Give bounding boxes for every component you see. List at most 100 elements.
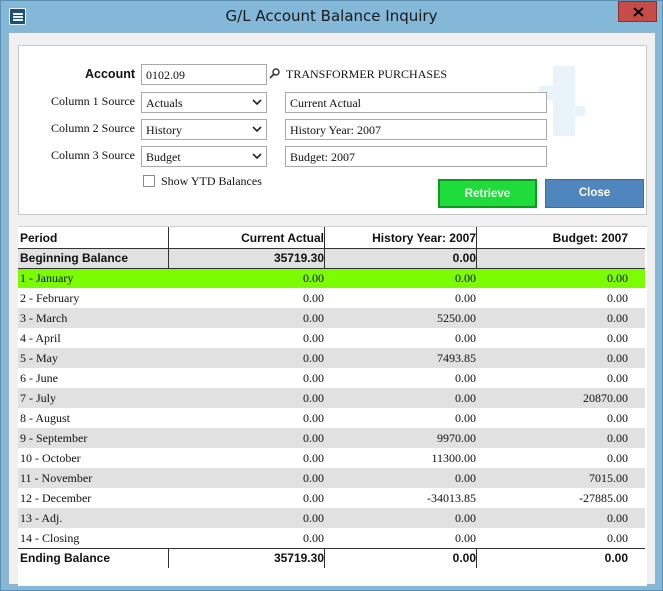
column3-source-select[interactable]: Budget [141, 146, 267, 167]
show-ytd-label[interactable]: Show YTD Balances [161, 174, 262, 188]
table-row[interactable]: 9 - September 0.00 9970.00 0.00 [18, 428, 645, 448]
column1-source-select[interactable]: Actuals [141, 92, 267, 113]
history-cell: 0.00 [455, 471, 476, 485]
column2-source-value: History [146, 123, 182, 137]
beginning-balance-row[interactable]: Beginning Balance 35719.30 0.00 [18, 248, 645, 268]
period-cell: 7 - July [20, 391, 56, 405]
budget-cell: 0.00 [607, 431, 628, 445]
budget-cell: 0.00 [607, 531, 628, 545]
budget-cell: Budget: 2007 [552, 231, 628, 245]
column3-title-input[interactable]: Budget: 2007 [285, 146, 547, 167]
account-label: Account [85, 67, 135, 81]
column1-title-input[interactable]: Current Actual [285, 92, 547, 113]
account-input[interactable]: 0102.09 [141, 64, 267, 85]
table-row[interactable]: 4 - April 0.00 0.00 0.00 [18, 328, 645, 348]
grid-column-divider [324, 548, 325, 568]
period-cell: 12 - December [20, 491, 92, 505]
table-row[interactable]: 7 - July 0.00 0.00 20870.00 [18, 388, 645, 408]
budget-cell: 0.00 [604, 551, 628, 565]
budget-cell: 0.00 [607, 351, 628, 365]
search-icon[interactable] [269, 68, 280, 79]
period-cell: 10 - October [20, 451, 81, 465]
window-title: G/L Account Balance Inquiry [225, 7, 438, 25]
current-actual-cell: 0.00 [303, 451, 324, 465]
period-cell: 2 - February [20, 291, 80, 305]
grid-rule-line [18, 248, 645, 249]
current-actual-cell: 0.00 [303, 411, 324, 425]
history-cell: 9970.00 [437, 431, 476, 445]
window-close-button[interactable] [618, 1, 657, 22]
budget-cell: 7015.00 [589, 471, 628, 485]
period-cell: Beginning Balance [20, 251, 129, 265]
current-actual-cell: 0.00 [303, 391, 324, 405]
title-bar[interactable]: G/L Account Balance Inquiry [1, 1, 662, 31]
client-area: Account 0102.09 TRANSFORMER PURCHASES Co… [8, 32, 656, 586]
app-logo-icon[interactable] [9, 8, 26, 25]
table-row[interactable]: 6 - June 0.00 0.00 0.00 [18, 368, 645, 388]
table-row[interactable]: 8 - August 0.00 0.00 0.00 [18, 408, 645, 428]
balance-grid[interactable]: Period Current Actual History Year: 2007 Bu… [18, 226, 647, 586]
period-cell: 8 - August [20, 411, 71, 425]
current-actual-cell: 0.00 [303, 271, 324, 285]
grid-rule-line [18, 548, 645, 549]
budget-cell: 0.00 [607, 331, 628, 345]
account-description: TRANSFORMER PURCHASES [286, 67, 448, 81]
period-cell: 6 - June [20, 371, 58, 385]
history-cell: 0.00 [455, 331, 476, 345]
budget-cell: 0.00 [607, 371, 628, 385]
budget-cell: 0.00 [607, 411, 628, 425]
current-actual-cell: 0.00 [303, 531, 324, 545]
table-row[interactable]: 10 - October 0.00 11300.00 0.00 [18, 448, 645, 468]
table-row[interactable]: 3 - March 0.00 5250.00 0.00 [18, 308, 645, 328]
history-cell: 0.00 [455, 511, 476, 525]
chevron-down-icon [252, 126, 262, 133]
column2-source-label: Column 2 Source [51, 121, 135, 135]
period-cell: 14 - Closing [20, 531, 80, 545]
table-row[interactable]: 2 - February 0.00 0.00 0.00 [18, 288, 645, 308]
current-actual-cell: 0.00 [303, 371, 324, 385]
current-actual-cell: 0.00 [303, 291, 324, 305]
ending-balance-row[interactable]: Ending Balance 35719.30 0.00 0.00 [18, 548, 645, 568]
grid-column-divider [476, 548, 477, 568]
current-actual-cell: 0.00 [303, 311, 324, 325]
history-cell: 0.00 [455, 271, 476, 285]
column2-title-input[interactable]: History Year: 2007 [285, 119, 547, 140]
retrieve-button[interactable]: Retrieve [438, 179, 537, 208]
column3-source-label: Column 3 Source [51, 148, 135, 162]
table-row[interactable]: 14 - Closing 0.00 0.00 0.00 [18, 528, 645, 548]
history-cell: 0.00 [455, 371, 476, 385]
current-actual-cell: 0.00 [303, 351, 324, 365]
history-cell: 0.00 [455, 291, 476, 305]
period-cell: 5 - May [20, 351, 58, 365]
grid-column-divider [324, 227, 325, 268]
current-actual-cell: 35719.30 [273, 551, 324, 565]
current-actual-cell: 35719.30 [273, 251, 324, 265]
history-cell: 0.00 [452, 551, 476, 565]
grid-header-row[interactable]: Period Current Actual History Year: 2007 Bu… [18, 228, 645, 248]
period-cell: Ending Balance [20, 551, 111, 565]
budget-cell: 0.00 [607, 451, 628, 465]
table-row[interactable]: 11 - November 0.00 0.00 7015.00 [18, 468, 645, 488]
close-button[interactable]: Close [545, 179, 644, 208]
current-actual-cell: 0.00 [303, 511, 324, 525]
table-row[interactable]: 5 - May 0.00 7493.85 0.00 [18, 348, 645, 368]
period-cell: 9 - September [20, 431, 88, 445]
show-ytd-checkbox[interactable] [143, 175, 155, 187]
column2-source-select[interactable]: History [141, 119, 267, 140]
current-actual-cell: Current Actual [241, 231, 324, 245]
period-cell: 1 - January [20, 271, 74, 285]
budget-cell: -27885.00 [579, 491, 628, 505]
table-row[interactable]: 1 - January 0.00 0.00 0.00 [18, 268, 645, 288]
criteria-panel: Account 0102.09 TRANSFORMER PURCHASES Co… [18, 45, 647, 215]
budget-cell: 0.00 [607, 511, 628, 525]
history-cell: 5250.00 [437, 311, 476, 325]
budget-cell: 20870.00 [583, 391, 628, 405]
column1-source-value: Actuals [146, 96, 183, 110]
chevron-down-icon [252, 99, 262, 106]
table-row[interactable]: 12 - December 0.00 -34013.85 -27885.00 [18, 488, 645, 508]
chevron-down-icon [252, 153, 262, 160]
period-cell: 11 - November [20, 471, 93, 485]
table-row[interactable]: 13 - Adj. 0.00 0.00 0.00 [18, 508, 645, 528]
history-cell: 11300.00 [431, 451, 476, 465]
